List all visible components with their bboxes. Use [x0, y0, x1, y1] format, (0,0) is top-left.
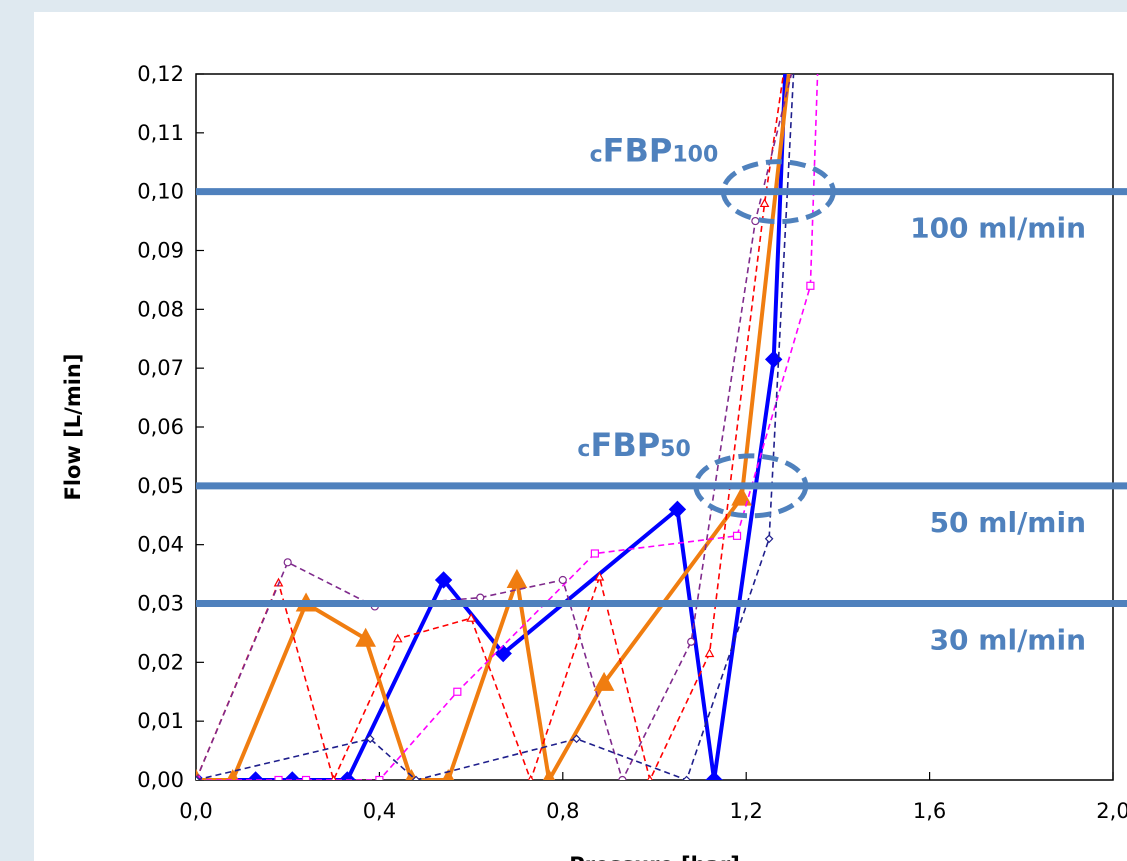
x-tick-label: 0,8 — [546, 799, 579, 823]
y-tick-label: 0,05 — [137, 474, 184, 498]
x-axis-title: Pressure [bar] — [569, 853, 740, 861]
series-4 — [196, 74, 793, 780]
triangle-marker — [392, 633, 403, 643]
x-tick-label: 1,6 — [913, 799, 946, 823]
square-marker — [274, 775, 283, 780]
series-line — [196, 74, 791, 780]
reference-line-label: 30 ml/min — [930, 624, 1086, 657]
triangle-marker — [759, 198, 770, 208]
fbp-subscript: 100 — [672, 143, 718, 168]
circle-marker — [751, 216, 760, 226]
diamond-marker — [411, 775, 421, 780]
y-tick-label: 0,01 — [137, 709, 184, 733]
triangle-marker — [731, 486, 752, 506]
triangle-marker — [527, 774, 534, 780]
series-line — [196, 74, 795, 780]
y-tick-label: 0,07 — [137, 356, 184, 380]
y-tick-label: 0,00 — [137, 768, 184, 792]
triangle-marker — [647, 774, 653, 780]
fbp-label: cFBP100 — [590, 132, 719, 170]
y-tick-label: 0,08 — [137, 297, 184, 321]
series-line — [196, 74, 785, 780]
series-5 — [196, 74, 795, 780]
triangle-marker — [543, 768, 556, 780]
y-tick-label: 0,11 — [137, 121, 184, 145]
fbp-main: FBP — [603, 132, 673, 170]
diamond-marker — [682, 775, 691, 780]
square-marker — [301, 775, 311, 780]
triangle-marker — [506, 568, 528, 588]
fbp-ellipse — [720, 159, 836, 225]
triangle-marker — [704, 648, 715, 658]
triangle-marker — [226, 768, 239, 780]
fbp-label: cFBP50 — [577, 426, 690, 464]
diamond-marker — [246, 771, 265, 780]
triangle-marker — [442, 768, 455, 780]
y-tick-label: 0,06 — [137, 415, 184, 439]
fbp-prefix: c — [577, 437, 590, 462]
diamond-marker — [434, 571, 453, 589]
y-axis-title: Flow [L/min] — [61, 354, 85, 501]
fbp-subscript: 50 — [660, 437, 691, 462]
diamond-marker — [365, 734, 375, 744]
circle-marker — [283, 558, 292, 567]
reference-line-label: 100 ml/min — [910, 212, 1086, 245]
fbp-ellipse — [693, 453, 809, 519]
fbp-prefix: c — [590, 143, 603, 168]
triangle-marker — [466, 612, 476, 622]
series-line — [196, 74, 788, 780]
square-marker — [732, 531, 742, 540]
triangle-marker — [355, 627, 376, 647]
y-tick-label: 0,09 — [137, 239, 184, 263]
diamond-marker — [705, 771, 723, 780]
diamond-marker — [196, 775, 201, 780]
y-tick-label: 0,12 — [137, 62, 184, 86]
circle-marker — [687, 637, 696, 646]
y-tick-label: 0,03 — [137, 592, 184, 616]
series-3 — [196, 74, 819, 780]
diamond-marker — [572, 734, 581, 744]
diamond-marker — [338, 771, 357, 780]
circle-marker — [618, 775, 627, 780]
triangle-marker — [594, 571, 605, 581]
series-2 — [196, 74, 785, 780]
chart-page: 100 ml/min 50 ml/min 30 ml/min cFBP100 cFBP… — [34, 12, 1127, 861]
x-tick-label: 0,4 — [363, 799, 396, 823]
circle-marker — [558, 575, 567, 585]
series-line — [196, 74, 793, 780]
diamond-marker — [283, 771, 301, 780]
x-tick-label: 0,0 — [179, 799, 212, 823]
fbp-main: FBP — [590, 426, 660, 464]
triangle-marker — [593, 671, 615, 691]
square-marker — [375, 775, 384, 780]
y-tick-label: 0,10 — [137, 180, 184, 204]
x-tick-label: 1,2 — [729, 799, 762, 823]
y-tick-label: 0,04 — [137, 533, 184, 557]
x-tick-label: 2,0 — [1096, 799, 1127, 823]
reference-line-label: 50 ml/min — [930, 506, 1086, 539]
square-marker — [590, 549, 599, 558]
square-marker — [453, 687, 462, 696]
diamond-marker — [668, 500, 687, 519]
square-marker — [806, 281, 815, 290]
y-tick-label: 0,02 — [137, 650, 184, 674]
diamond-marker — [764, 534, 774, 544]
